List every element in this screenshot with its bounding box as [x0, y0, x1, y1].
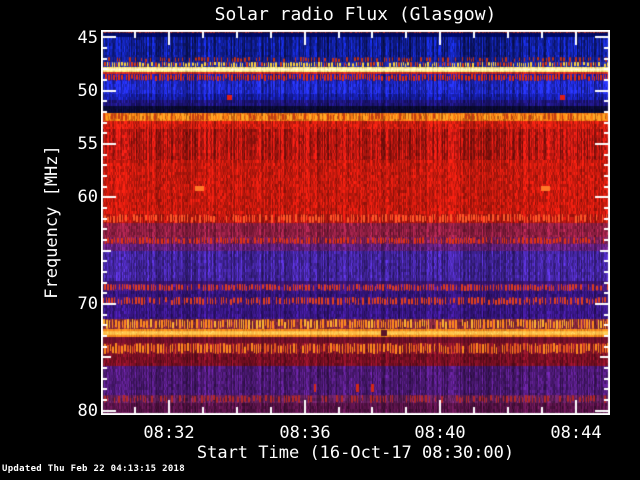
spectrogram-canvas	[101, 30, 610, 415]
x-axis-title: Start Time (16-Oct-17 08:30:00)	[196, 443, 515, 463]
plot-title: Solar radio Flux (Glasgow)	[214, 4, 497, 25]
x-tick-label-0836: 08:36	[279, 423, 331, 443]
y-tick-label-80: 80	[77, 401, 98, 421]
y-tick-label-55: 55	[77, 134, 98, 154]
y-tick-label-50: 50	[77, 81, 98, 101]
updated-timestamp: Updated Thu Feb 22 04:13:15 2018	[2, 464, 185, 474]
x-tick-label-0840: 08:40	[414, 423, 466, 443]
x-tick-label-0844: 08:44	[550, 423, 602, 443]
y-tick-label-70: 70	[77, 294, 98, 314]
x-tick-label-0832: 08:32	[143, 423, 195, 443]
y-tick-label-60: 60	[77, 187, 98, 207]
y-axis-title: Frequency [MHz]	[42, 145, 62, 299]
y-tick-label-45: 45	[77, 28, 98, 48]
